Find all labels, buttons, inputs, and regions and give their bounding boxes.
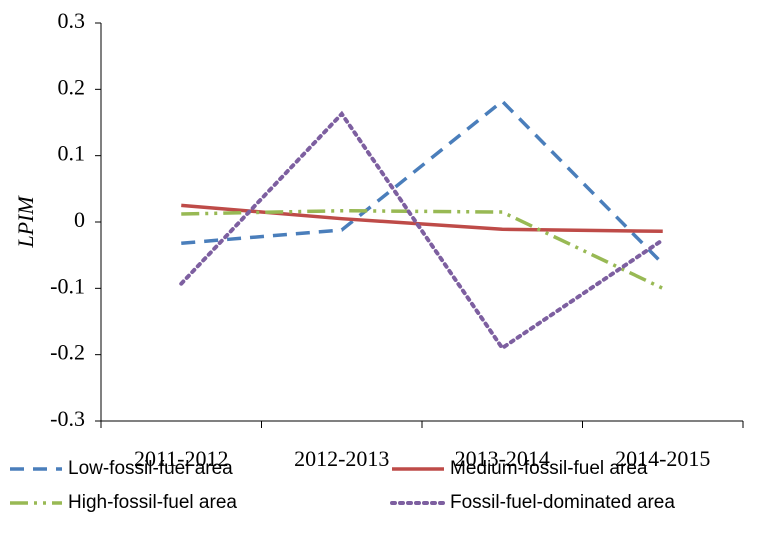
y-tick-label: -0.3	[50, 406, 85, 431]
legend-label: Medium-fossil-fuel area	[450, 458, 648, 479]
y-tick-label: 0	[74, 207, 85, 232]
series-line	[179, 110, 665, 351]
series-line	[181, 98, 664, 266]
x-tick-label: 2013-2014	[455, 446, 550, 471]
x-tick-label: 2014-2015	[615, 446, 710, 471]
series-line	[181, 203, 663, 234]
y-tick-label: 0.1	[58, 141, 86, 166]
legend-label: High-fossil-fuel area	[68, 492, 237, 513]
y-axis-label: LPIM	[13, 195, 38, 249]
y-tick-label: -0.1	[50, 273, 85, 298]
y-tick-label: 0.2	[58, 74, 86, 99]
legend-label: Low-fossil-fuel area	[68, 458, 233, 479]
y-tick-label: -0.2	[50, 340, 85, 365]
x-tick-label: 2011-2012	[134, 446, 229, 471]
y-tick-label: 0.3	[58, 8, 86, 33]
legend-label: Fossil-fuel-dominated area	[450, 492, 675, 513]
x-tick-label: 2012-2013	[294, 446, 389, 471]
